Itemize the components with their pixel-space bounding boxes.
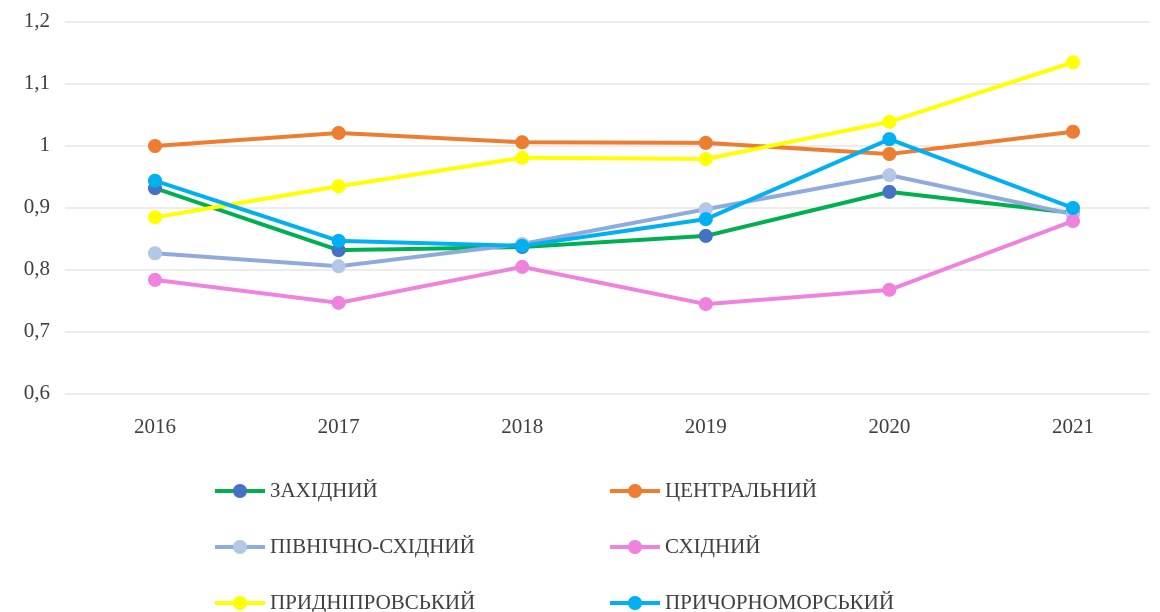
legend-label: ПРИДНІПРОВСЬКИЙ [270,590,475,612]
point [882,132,897,147]
point [698,135,713,150]
point [698,212,713,227]
point [515,238,530,253]
x-tick-label: 2016 [134,414,176,438]
x-tick-label: 2019 [685,414,727,438]
x-tick-label: 2021 [1052,414,1094,438]
legend-marker [628,596,642,610]
point [698,202,713,217]
legend-marker [233,596,247,610]
point [148,272,162,287]
point [515,150,530,165]
y-tick-label: 0,7 [24,318,50,342]
x-tick-label: 2017 [318,414,360,438]
point [882,114,897,129]
point [882,147,897,162]
point [515,135,530,150]
point [331,179,346,194]
legend-marker [233,540,247,554]
legend-label: ЗАХІДНИЙ [270,478,378,502]
series-line [154,186,1074,253]
point [698,152,713,167]
y-tick-label: 1 [40,132,51,156]
point [698,228,713,243]
legend-label: ПРИЧОРНОМОРСЬКИЙ [665,590,894,612]
point [148,139,162,153]
point [1066,214,1080,229]
point [331,259,346,274]
point [331,125,346,140]
point [148,246,162,261]
legend-label: СХІДНИЙ [665,534,760,558]
legend-marker [233,484,247,498]
point [882,282,897,297]
y-tick-label: 1,1 [24,70,50,94]
point [882,168,897,183]
x-tick-label: 2020 [868,414,910,438]
point [148,210,162,225]
point [515,259,530,274]
point [331,295,346,310]
y-tick-label: 0,6 [24,380,50,404]
x-tick-label: 2018 [501,414,543,438]
point [1066,201,1080,215]
legend-marker [628,484,642,498]
legend-label: ЦЕНТРАЛЬНИЙ [665,478,817,502]
series-line [154,173,1074,269]
point [1066,55,1080,70]
series-line [154,60,1074,220]
legend-marker [628,540,642,554]
series-line [154,137,1074,248]
point [331,233,346,248]
point [1066,124,1080,139]
series-line [154,219,1074,307]
y-tick-label: 1,2 [24,8,50,32]
y-tick-label: 0,8 [24,256,50,280]
point [698,297,713,312]
y-tick-label: 0,9 [24,194,50,218]
point [882,184,897,199]
series-line [154,129,1074,157]
point [148,173,162,188]
legend-label: ПІВНІЧНО-СХІДНИЙ [270,534,475,558]
